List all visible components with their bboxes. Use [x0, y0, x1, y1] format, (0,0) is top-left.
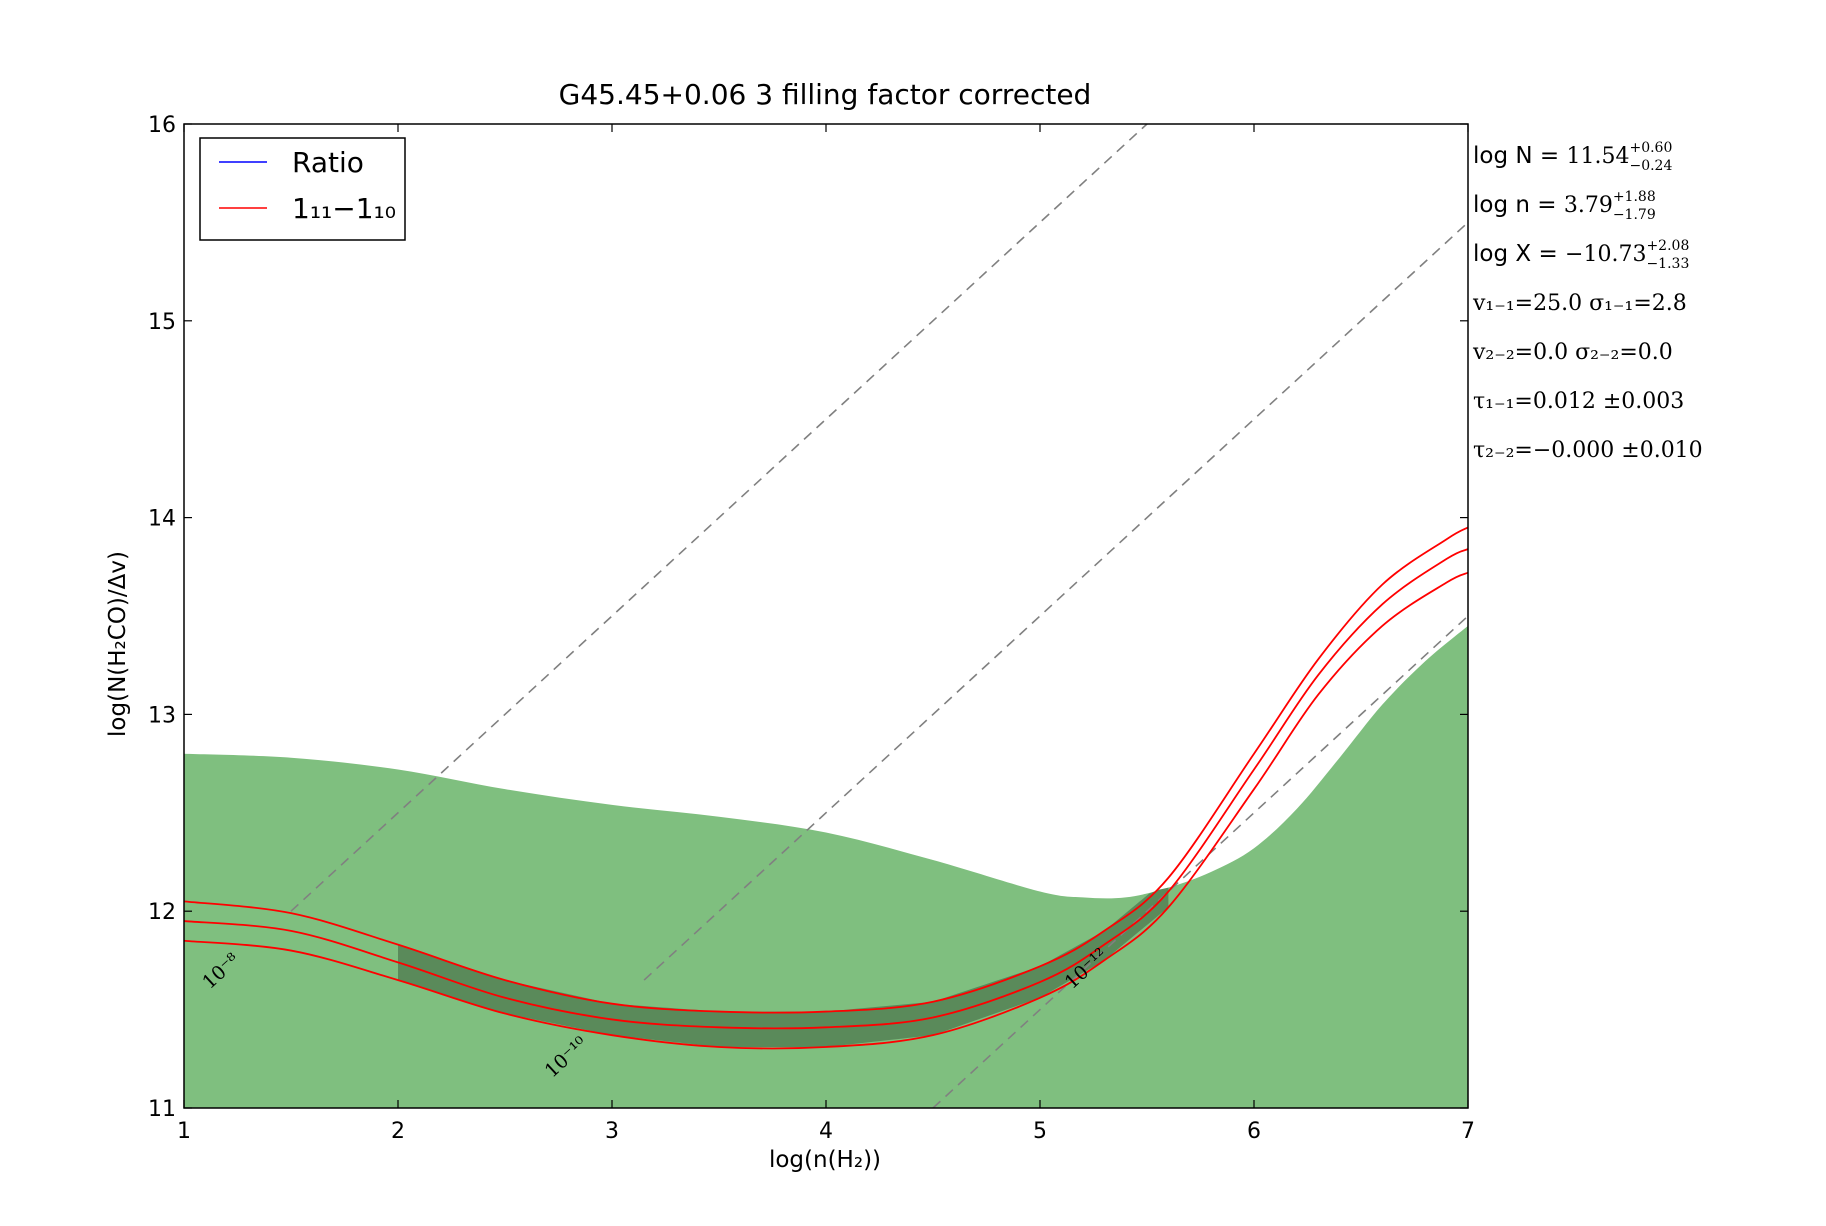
- annotation-2-sub: −1.33: [1646, 256, 1689, 272]
- x-tick-label: 3: [605, 1119, 619, 1144]
- x-tick-label: 2: [391, 1119, 405, 1144]
- overlap-region-fill: [398, 887, 1169, 1047]
- annotation-0-sub: −0.24: [1629, 158, 1672, 174]
- annotation-5: τ₁₋₁=0.012 ±0.003: [1473, 389, 1684, 414]
- series-line-1-11-0: [184, 526, 1468, 1014]
- y-tick-label: 12: [148, 900, 176, 925]
- x-tick-label: 7: [1461, 1119, 1475, 1144]
- series-line-1-11-1: [184, 548, 1468, 1030]
- y-axis: 11 12 13 14 15 16: [148, 113, 1468, 1122]
- legend-label-ratio: Ratio: [292, 146, 364, 179]
- y-tick-label: 13: [148, 703, 176, 728]
- legend: Ratio 1₁₁−1₁₀: [199, 137, 406, 241]
- legend-label-1-11: 1₁₁−1₁₀: [292, 192, 396, 225]
- abundance-line-2: [932, 615, 1468, 1108]
- x-axis-label: log(n(H₂)): [769, 1147, 881, 1173]
- annotation-1: log n = 3.79+1.88: [1473, 189, 1656, 218]
- plot-area: [184, 124, 1468, 1108]
- y-tick-label: 15: [148, 310, 176, 335]
- x-tick-label: 6: [1247, 1119, 1261, 1144]
- abundance-lines: [290, 124, 1468, 1108]
- annotation-4: v₂₋₂=0.0 σ₂₋₂=0.0: [1472, 340, 1673, 365]
- y-tick-label: 14: [148, 507, 176, 532]
- x-tick-label: 1: [177, 1119, 191, 1144]
- annotation-1-sub: −1.79: [1613, 207, 1656, 223]
- x-tick-label: 5: [1033, 1119, 1047, 1144]
- series-lines: [184, 526, 1468, 1050]
- y-axis-label: log(N(H₂CO)/Δv): [105, 551, 131, 737]
- x-tick-label: 4: [819, 1119, 833, 1144]
- annotation-3: v₁₋₁=25.0 σ₁₋₁=2.8: [1472, 291, 1687, 316]
- chart-title: G45.45+0.06 3 filling factor corrected: [559, 78, 1092, 111]
- annotation-2: log X = −10.73+2.08: [1473, 238, 1689, 267]
- abundance-line-0: [290, 124, 1149, 912]
- annotation-6: τ₂₋₂=−0.000 ±0.010: [1473, 438, 1703, 463]
- annotation-0: log N = 11.54+0.60: [1473, 140, 1672, 169]
- fit-annotations: log N = 11.54+0.60−0.24 log n = 3.79+1.88…: [1472, 140, 1703, 463]
- legend-box: [199, 137, 406, 241]
- x-axis: 1 2 3 4 5 6 7: [177, 124, 1475, 1144]
- y-tick-label: 11: [148, 1097, 176, 1122]
- series-line-1-11-2: [184, 571, 1468, 1050]
- y-tick-label: 16: [148, 113, 176, 138]
